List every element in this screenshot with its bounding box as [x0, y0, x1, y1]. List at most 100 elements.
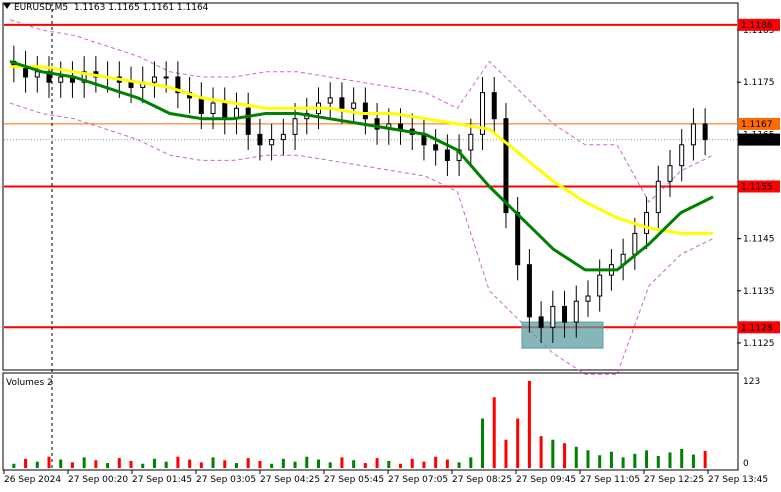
- candle-body[interactable]: [585, 295, 591, 302]
- volume-bar: [527, 381, 531, 468]
- candle-body[interactable]: [339, 97, 345, 109]
- volume-bar: [24, 458, 28, 468]
- candle-body[interactable]: [351, 102, 357, 109]
- volume-bar: [551, 439, 555, 468]
- candle-body[interactable]: [444, 149, 450, 161]
- time-tick-label: 27 Sep 13:45: [708, 475, 768, 485]
- time-tick-label: 27 Sep 00:20: [68, 475, 128, 485]
- candle-body[interactable]: [573, 300, 579, 323]
- volume-bar: [668, 452, 672, 468]
- candle-body[interactable]: [480, 92, 486, 135]
- volume-bar: [106, 463, 110, 468]
- candle-body[interactable]: [433, 144, 439, 151]
- candle-body[interactable]: [245, 107, 251, 135]
- volume-bar: [680, 448, 684, 468]
- candle-body[interactable]: [632, 232, 638, 255]
- candle-body[interactable]: [644, 212, 650, 234]
- time-tick-label: 27 Sep 05:45: [324, 475, 384, 485]
- volume-bar: [270, 463, 274, 468]
- candle-body[interactable]: [491, 92, 497, 120]
- time-tick-label: 27 Sep 09:45: [516, 475, 576, 485]
- candle-body[interactable]: [327, 97, 333, 104]
- candle-body[interactable]: [526, 264, 532, 318]
- volume-bar: [70, 462, 74, 468]
- price-label-text: 1.1155: [741, 183, 773, 193]
- volume-bar: [563, 443, 567, 468]
- candle-body[interactable]: [280, 133, 286, 141]
- volume-bar: [609, 451, 613, 468]
- candle-body[interactable]: [175, 76, 181, 94]
- collapse-arrow-icon[interactable]: [3, 3, 11, 9]
- volume-bar: [387, 460, 391, 468]
- candle-body[interactable]: [81, 71, 87, 83]
- volume-bar: [188, 459, 192, 468]
- volume-bar: [375, 458, 379, 468]
- candle-body[interactable]: [222, 102, 228, 120]
- volume-bar: [352, 460, 356, 468]
- candle-body[interactable]: [679, 144, 685, 167]
- price-label-text: 1.1164: [741, 136, 773, 146]
- candle-body[interactable]: [198, 97, 204, 114]
- volume-bar: [633, 453, 637, 468]
- candle-body[interactable]: [667, 165, 673, 182]
- volume-bar: [293, 461, 297, 468]
- candle-body[interactable]: [34, 71, 40, 78]
- volume-bar: [234, 463, 238, 468]
- volume-panel-frame: [2, 372, 739, 471]
- candle-body[interactable]: [655, 180, 661, 214]
- candle-body[interactable]: [550, 305, 556, 328]
- volume-bar: [211, 457, 215, 468]
- volume-bar: [399, 463, 403, 468]
- candle-body[interactable]: [562, 305, 568, 323]
- ohlc-values: 1.1163 1.1165 1.1161 1.1164: [73, 3, 209, 13]
- candle-body[interactable]: [210, 102, 216, 114]
- volume-bar: [703, 451, 707, 468]
- candle-body[interactable]: [128, 81, 134, 88]
- volume-bar: [656, 455, 660, 468]
- volume-bar: [129, 460, 133, 468]
- volume-bar: [199, 462, 203, 468]
- candle-body[interactable]: [151, 76, 157, 83]
- time-tick-label: 26 Sep 2024: [4, 475, 61, 485]
- volume-bar: [645, 450, 649, 468]
- candle-body[interactable]: [398, 123, 404, 130]
- candle-body[interactable]: [163, 76, 169, 79]
- candle-body[interactable]: [58, 76, 64, 83]
- candle-body[interactable]: [597, 274, 603, 297]
- candle-body[interactable]: [269, 139, 275, 146]
- volume-bar: [281, 458, 285, 468]
- time-tick-label: 27 Sep 12:25: [644, 475, 704, 485]
- candle-body[interactable]: [374, 118, 380, 130]
- candle-body[interactable]: [468, 133, 474, 151]
- candle-body[interactable]: [503, 118, 509, 214]
- volume-bar: [94, 460, 98, 468]
- price-label-tag: [738, 180, 780, 193]
- price-label-tag: [738, 321, 780, 334]
- candle-body[interactable]: [538, 316, 544, 328]
- time-tick-label: 27 Sep 04:25: [260, 475, 320, 485]
- moving-average-slow: [9, 59, 714, 272]
- volume-bar: [598, 455, 602, 468]
- volume-bar: [316, 459, 320, 468]
- time-tick-label: 27 Sep 03:05: [196, 475, 256, 485]
- volume-bar: [434, 456, 438, 468]
- candle-body[interactable]: [702, 123, 708, 141]
- volume-bar: [117, 458, 121, 468]
- volume-scale-max: 123: [743, 377, 760, 387]
- volume-bar: [410, 458, 414, 468]
- price-label-text: 1.1186: [741, 21, 773, 31]
- volume-bar: [516, 418, 520, 468]
- lower-band: [9, 102, 714, 375]
- candle-body[interactable]: [257, 133, 263, 146]
- candle-body[interactable]: [690, 123, 696, 146]
- candle-body[interactable]: [292, 118, 298, 135]
- volume-bar: [457, 462, 461, 468]
- candle-body[interactable]: [362, 102, 368, 120]
- time-tick-label: 27 Sep 08:25: [452, 475, 512, 485]
- volume-bar: [539, 436, 543, 468]
- candle-body[interactable]: [515, 212, 521, 266]
- price-tick-label: 1.1175: [743, 78, 775, 88]
- volume-scale-zero: 0: [743, 459, 749, 469]
